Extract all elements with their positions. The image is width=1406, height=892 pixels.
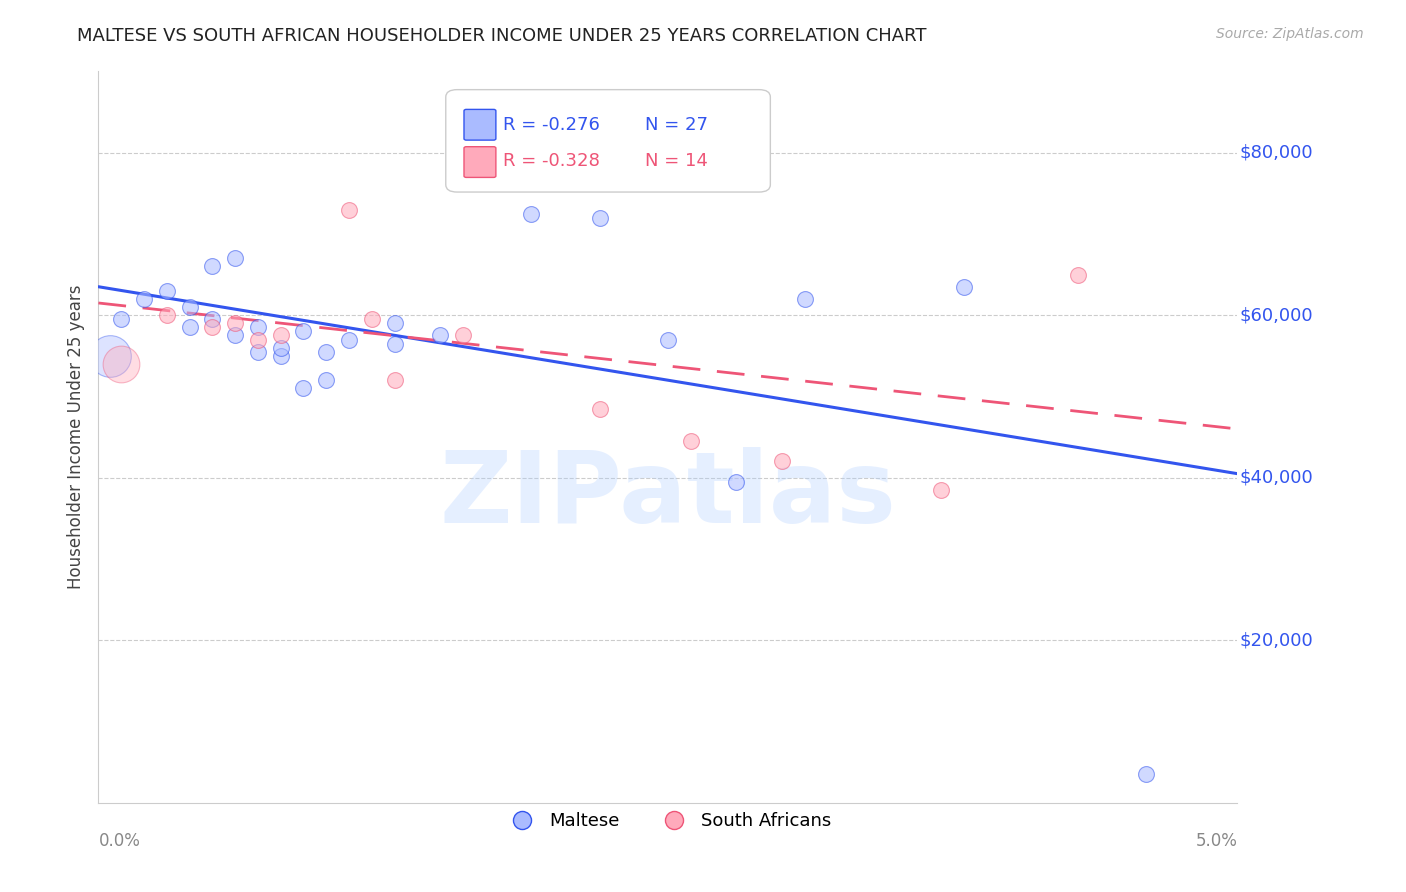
FancyBboxPatch shape — [446, 90, 770, 192]
Point — [224, 316, 246, 330]
Point — [384, 316, 406, 330]
Point — [201, 260, 224, 274]
Point — [110, 357, 132, 371]
Point — [953, 279, 976, 293]
Point — [224, 328, 246, 343]
Point — [725, 475, 748, 489]
Point — [292, 325, 315, 339]
Point — [224, 252, 246, 266]
Point — [657, 333, 679, 347]
FancyBboxPatch shape — [464, 146, 496, 178]
Point — [588, 211, 610, 225]
FancyBboxPatch shape — [464, 110, 496, 140]
Text: R = -0.276: R = -0.276 — [503, 116, 599, 134]
Point — [1135, 767, 1157, 781]
Point — [246, 320, 269, 334]
Point — [337, 333, 360, 347]
Text: ZIPatlas: ZIPatlas — [440, 447, 896, 544]
Point — [929, 483, 952, 497]
Y-axis label: Householder Income Under 25 years: Householder Income Under 25 years — [66, 285, 84, 590]
Point — [588, 401, 610, 416]
Point — [1067, 268, 1090, 282]
Point — [98, 349, 121, 363]
Point — [270, 341, 292, 355]
Point — [270, 328, 292, 343]
Point — [201, 320, 224, 334]
Point — [246, 333, 269, 347]
Text: $60,000: $60,000 — [1240, 306, 1313, 324]
Point — [315, 344, 337, 359]
Point — [360, 312, 382, 326]
Text: 5.0%: 5.0% — [1195, 832, 1237, 850]
Point — [201, 312, 224, 326]
Point — [337, 202, 360, 217]
Text: Source: ZipAtlas.com: Source: ZipAtlas.com — [1216, 27, 1364, 41]
Point — [156, 284, 179, 298]
Point — [132, 292, 155, 306]
Point — [451, 158, 474, 172]
Text: N = 14: N = 14 — [645, 153, 709, 170]
Text: R = -0.328: R = -0.328 — [503, 153, 599, 170]
Point — [679, 434, 702, 449]
Point — [156, 308, 179, 322]
Point — [451, 328, 474, 343]
Point — [384, 336, 406, 351]
Text: MALTESE VS SOUTH AFRICAN HOUSEHOLDER INCOME UNDER 25 YEARS CORRELATION CHART: MALTESE VS SOUTH AFRICAN HOUSEHOLDER INC… — [77, 27, 927, 45]
Text: $40,000: $40,000 — [1240, 468, 1313, 487]
Text: N = 27: N = 27 — [645, 116, 709, 134]
Point — [179, 300, 201, 314]
Text: $80,000: $80,000 — [1240, 144, 1313, 161]
Point — [270, 349, 292, 363]
Point — [110, 312, 132, 326]
Legend: Maltese, South Africans: Maltese, South Africans — [498, 805, 838, 838]
Point — [246, 344, 269, 359]
Point — [429, 328, 451, 343]
Point — [770, 454, 793, 468]
Text: 0.0%: 0.0% — [98, 832, 141, 850]
Point — [292, 381, 315, 395]
Text: $20,000: $20,000 — [1240, 632, 1313, 649]
Point — [520, 206, 543, 220]
Point — [315, 373, 337, 387]
Point — [384, 373, 406, 387]
Point — [793, 292, 815, 306]
Point — [179, 320, 201, 334]
